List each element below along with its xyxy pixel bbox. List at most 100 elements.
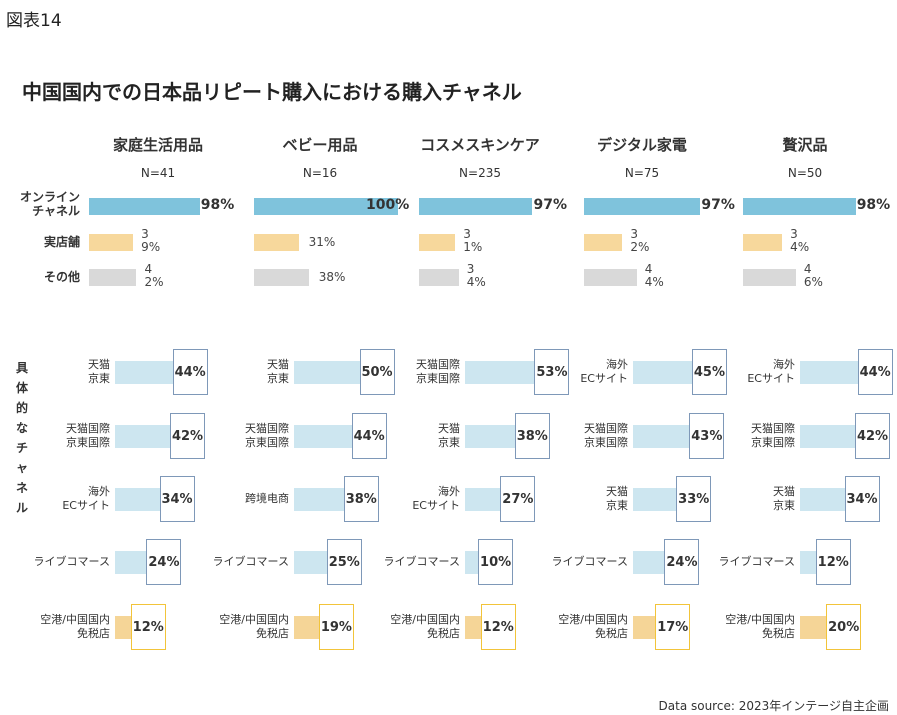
channel-label: 跨境电商	[245, 492, 289, 505]
channel-bar	[633, 361, 696, 384]
channel-label: ライブコマース	[212, 555, 289, 568]
category-header: デジタル家電	[597, 136, 687, 154]
channel-value-box: 24%	[146, 539, 182, 585]
channel-bar	[115, 551, 151, 574]
bar-store	[584, 234, 623, 251]
channel-label: 空港/中国国内 免税店	[558, 613, 628, 640]
category-header: 贅沢品	[782, 136, 828, 154]
channel-label: ライブコマース	[718, 555, 795, 568]
channel-bar	[115, 361, 177, 384]
channel-label: ライブコマース	[383, 555, 460, 568]
row-label: 実店舗	[43, 235, 80, 249]
channel-bar	[800, 361, 862, 384]
channel-bar	[294, 425, 356, 448]
channel-bar	[294, 616, 323, 639]
channel-bar	[465, 488, 505, 511]
channel-label: 海外 ECサイト	[412, 485, 460, 512]
value-label-online: 100%	[366, 197, 410, 213]
channel-label: 天猫 京東	[606, 485, 628, 512]
bar-store	[419, 234, 456, 251]
channel-label: 天猫国際 京東国際	[584, 422, 628, 449]
channel-value-box: 33%	[676, 476, 712, 522]
channel-label: 空港/中国国内 免税店	[725, 613, 795, 640]
channel-value-box: 34%	[159, 476, 195, 522]
channel-value-box: 43%	[689, 413, 725, 459]
channel-label: 空港/中国国内 免税店	[390, 613, 460, 640]
bar-other	[254, 269, 309, 286]
figure-label: 図表14	[6, 11, 62, 31]
channel-bar	[465, 425, 519, 448]
channel-label: 天猫国際 京東国際	[751, 422, 795, 449]
bar-online	[89, 198, 200, 215]
channel-label: ライブコマース	[33, 555, 110, 568]
value-label-store: 31%	[308, 235, 336, 249]
channel-bar	[294, 361, 364, 384]
channel-value-box: 38%	[514, 413, 550, 459]
channel-value-box: 38%	[343, 476, 379, 522]
value-label-store: 34%	[790, 227, 810, 254]
value-label-store: 32%	[630, 227, 650, 254]
channel-label: 海外 ECサイト	[747, 358, 795, 385]
category-header: 家庭生活用品	[112, 136, 203, 154]
bar-online	[254, 198, 398, 215]
value-label-store: 39%	[141, 227, 161, 254]
channel-value-box: 44%	[351, 413, 387, 459]
channel-label: 天猫国際 京東国際	[66, 422, 110, 449]
bar-online	[743, 198, 856, 215]
sample-size: N=75	[624, 166, 660, 180]
bar-other	[419, 269, 459, 286]
value-label-store: 31%	[463, 227, 483, 254]
bar-online	[419, 198, 533, 215]
channel-bar	[465, 551, 483, 574]
channel-bar	[294, 551, 331, 574]
channel-value-box: 12%	[815, 539, 851, 585]
bar-other	[584, 269, 637, 286]
bar-online	[584, 198, 701, 215]
channel-bar	[800, 488, 849, 511]
row-label: その他	[43, 270, 80, 284]
channel-bar	[115, 425, 175, 448]
channel-value-box: 19%	[318, 604, 354, 650]
bar-store	[89, 234, 134, 251]
channel-value-box: 45%	[691, 349, 727, 395]
channel-label: 天猫 京東	[88, 358, 110, 385]
channel-bar	[115, 488, 164, 511]
data-source: Data source: 2023年インテージ自主企画	[658, 699, 889, 713]
channel-value-box: 20%	[826, 604, 862, 650]
channel-label: 海外 ECサイト	[580, 358, 628, 385]
channel-bar	[115, 616, 135, 639]
bar-other	[89, 269, 137, 286]
bar-other	[743, 269, 796, 286]
row-label: オンライン チャネル	[19, 190, 80, 218]
category-header: ベビー用品	[282, 136, 358, 154]
channel-bar	[294, 488, 348, 511]
channel-value-box: 50%	[359, 349, 395, 395]
value-label-online: 97%	[533, 197, 567, 213]
sample-size: N=50	[787, 166, 823, 180]
channel-bar	[800, 616, 831, 639]
value-label-other: 34%	[466, 262, 486, 289]
channel-bar	[633, 488, 681, 511]
channel-value-box: 12%	[480, 604, 516, 650]
value-label-other: 46%	[803, 262, 823, 289]
channel-label: 空港/中国国内 免税店	[40, 613, 110, 640]
channel-label: 天猫 京東	[267, 358, 289, 385]
category-header: コスメスキンケア	[420, 136, 540, 154]
channel-label: 天猫国際 京東国際	[416, 358, 460, 385]
value-label-other: 38%	[318, 270, 346, 284]
value-label-online: 98%	[200, 197, 235, 213]
sample-size: N=235	[459, 166, 501, 180]
channel-value-box: 17%	[655, 604, 691, 650]
channel-value-box: 12%	[130, 604, 166, 650]
channel-bar	[800, 551, 820, 574]
sample-size: N=16	[302, 166, 338, 180]
value-label-other: 42%	[144, 262, 164, 289]
channel-value-box: 27%	[500, 476, 536, 522]
sample-size: N=41	[140, 166, 176, 180]
channel-label: 海外 ECサイト	[62, 485, 110, 512]
value-label-online: 98%	[856, 197, 891, 213]
channel-label: 天猫 京東	[438, 422, 460, 449]
channel-label: 空港/中国国内 免税店	[219, 613, 289, 640]
channel-bar	[633, 616, 660, 639]
channel-bar	[633, 425, 694, 448]
